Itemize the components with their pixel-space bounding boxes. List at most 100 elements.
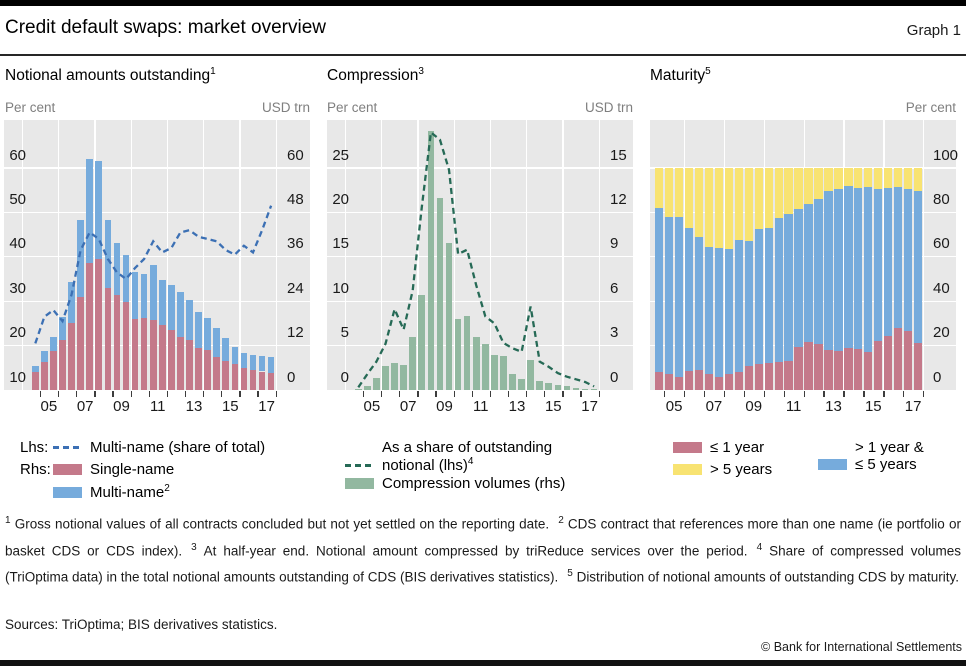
bar-segment xyxy=(724,249,734,375)
legend-row-gt5y: > 5 years xyxy=(673,461,772,478)
panel-title-text: Compression xyxy=(327,67,419,85)
bar-segment xyxy=(41,350,48,362)
chart-compression: 25 20 15 10 5 0 15 12 9 6 3 0 05 07 09 11 13 15 17 xyxy=(327,120,633,415)
bar-segment xyxy=(77,219,84,298)
bar-segment xyxy=(824,350,833,390)
axis-unit-label-left-1: Per cent xyxy=(5,100,56,115)
bar-segment xyxy=(784,213,793,362)
x-axis-tick xyxy=(703,391,706,397)
bar-segment xyxy=(104,219,112,289)
x-axis-tick xyxy=(39,391,42,397)
y-axis-tick-label-right: 0 xyxy=(610,368,619,386)
panel-title-footnote-ref: 1 xyxy=(210,66,216,77)
y-axis-tick-label-left: 60 xyxy=(9,146,26,164)
bar-segment xyxy=(563,386,571,390)
swatch-single-name xyxy=(53,464,82,475)
footnote-text: At half-year end. Notional amount compre… xyxy=(196,543,748,558)
bar-segment xyxy=(177,336,184,390)
footnote-number: 5 xyxy=(567,568,573,579)
bar-segment xyxy=(844,168,853,186)
y-axis-tick-label-right: 80 xyxy=(933,190,950,208)
bar-segment xyxy=(694,370,704,390)
sources-line: Sources: TriOptima; BIS derivatives stat… xyxy=(5,617,278,632)
dashed-line-sample-green xyxy=(345,464,374,467)
y-axis-tick-label-right: 36 xyxy=(287,235,304,253)
y-axis-tick-label-right: 15 xyxy=(610,146,627,164)
y-axis-tick-label-left: 20 xyxy=(332,190,349,208)
x-axis-tick xyxy=(684,391,686,397)
gridline-vertical xyxy=(684,120,686,390)
gridline-vertical xyxy=(923,120,925,390)
x-axis-tick xyxy=(94,391,96,397)
bar-segment xyxy=(684,168,694,228)
bar-segment xyxy=(509,373,516,390)
gridline-vertical xyxy=(380,120,383,390)
gridline-horizontal xyxy=(650,344,956,347)
x-axis-tick xyxy=(843,391,845,397)
x-axis-tick xyxy=(221,391,223,397)
bar-segment xyxy=(774,217,783,363)
bar-segment xyxy=(844,185,853,348)
swatch-compression xyxy=(345,478,374,489)
copyright-notice: © Bank for International Settlements xyxy=(761,640,962,654)
bar-segment xyxy=(744,365,753,390)
x-axis-tick xyxy=(783,391,785,397)
bar-segment xyxy=(754,168,763,230)
chart-maturity: 100 80 60 40 20 0 05 07 09 11 13 15 17 xyxy=(650,120,958,415)
bar-segment xyxy=(140,318,148,390)
bar-segment xyxy=(77,297,84,390)
gridline-vertical xyxy=(883,120,885,390)
gridline-horizontal xyxy=(327,256,633,258)
y-axis-tick-label-right: 12 xyxy=(610,190,627,208)
gridline-horizontal xyxy=(327,211,633,214)
x-axis-tick-label: 15 xyxy=(864,398,882,415)
bar-segment xyxy=(445,243,453,390)
bar-segment xyxy=(86,263,93,390)
legend-row-share-line: As a share of outstanding notional (lhs)4 xyxy=(345,439,552,474)
gridline-horizontal xyxy=(327,344,633,347)
bar-segment xyxy=(764,227,773,364)
panel-title-footnote-ref: 5 xyxy=(705,66,711,77)
x-axis-tick-label: 07 xyxy=(399,398,417,415)
bar-segment xyxy=(213,356,220,390)
y-axis-tick-label-left: 0 xyxy=(340,368,349,386)
bar-segment xyxy=(814,199,823,345)
y-axis-tick-label-right: 0 xyxy=(287,368,296,386)
bar-segment xyxy=(68,323,75,390)
footnote-number: 1 xyxy=(5,515,11,526)
y-axis-tick-label-left: 15 xyxy=(332,235,349,253)
footnote-text: CDS contract that references more than o… xyxy=(5,516,961,559)
x-axis-tick-label: 09 xyxy=(745,398,763,415)
x-axis-tick xyxy=(562,391,564,397)
bar-segment xyxy=(195,311,202,349)
bar-segment xyxy=(854,348,863,390)
bar-segment xyxy=(874,189,883,342)
bar-segment xyxy=(41,361,48,390)
bar-segment xyxy=(824,191,833,351)
bar-segment xyxy=(122,254,130,302)
bar-segment xyxy=(231,364,239,390)
bar-segment xyxy=(834,351,843,390)
bar-segment xyxy=(527,360,534,390)
bar-segment xyxy=(149,264,157,320)
legend-footnote-ref: 4 xyxy=(467,456,474,467)
axis-unit-label-right-2: USD trn xyxy=(584,100,633,115)
bar-segment xyxy=(913,191,923,344)
bar-segment xyxy=(572,387,580,390)
gridline-horizontal xyxy=(4,211,310,214)
gridline-horizontal xyxy=(650,300,956,302)
panel-title-compression: Compression3 xyxy=(327,66,424,85)
legend-row-multi-share: Lhs: Multi-name (share of total) xyxy=(20,439,265,456)
axis-unit-label-right-3: Per cent xyxy=(905,100,956,115)
bar-segment xyxy=(854,187,863,349)
gridline-horizontal xyxy=(4,256,310,258)
legend-label: Single-name xyxy=(90,461,175,478)
bar-segment xyxy=(222,360,230,390)
x-axis-tick-label: 09 xyxy=(436,398,453,415)
y-axis-tick-label-left: 25 xyxy=(332,146,349,164)
bar-segment xyxy=(894,186,903,328)
bar-segment xyxy=(240,353,248,369)
x-axis-tick-label: 05 xyxy=(665,398,683,415)
gridline-vertical xyxy=(489,120,492,390)
bar-segment xyxy=(195,348,202,390)
